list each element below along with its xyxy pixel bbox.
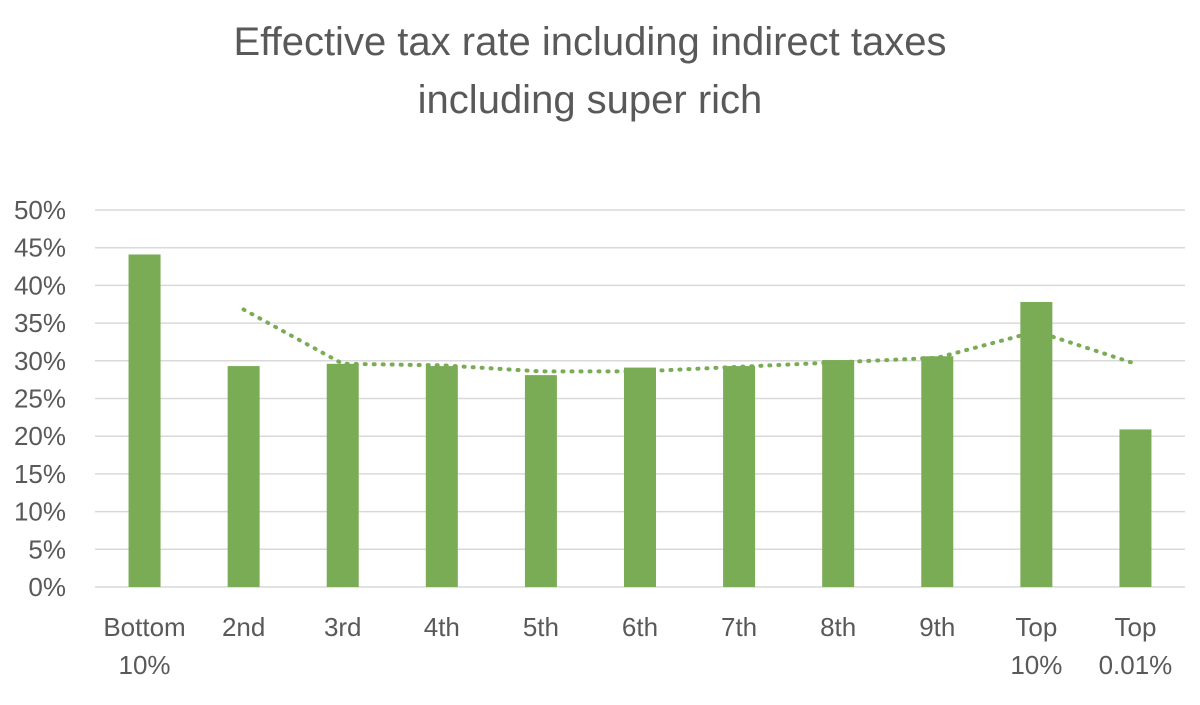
x-tick-label: 4th: [424, 612, 460, 642]
trendline: [241, 307, 1138, 374]
y-tick-label: 25%: [14, 384, 66, 414]
y-axis-tick-labels: 0% 5% 10% 15% 20% 25% 30% 35% 40% 45% 50%: [14, 195, 66, 602]
x-tick-label: 8th: [820, 612, 856, 642]
x-tick-label: 10%: [119, 650, 171, 680]
bar: [524, 375, 557, 587]
y-tick-label: 30%: [14, 346, 66, 376]
bar: [822, 360, 855, 587]
y-tick-label: 40%: [14, 270, 66, 300]
y-tick-label: 45%: [14, 233, 66, 263]
bar: [128, 254, 161, 587]
bar: [1020, 301, 1053, 587]
x-tick-label: 0.01%: [1099, 650, 1173, 680]
x-tick-label: 3rd: [324, 612, 362, 642]
y-tick-label: 10%: [14, 497, 66, 527]
bar: [624, 367, 656, 587]
bar: [227, 366, 260, 587]
x-tick-label: 7th: [721, 612, 757, 642]
bar: [326, 363, 359, 587]
y-tick-label: 50%: [14, 195, 66, 225]
x-tick-label: Top: [1015, 612, 1057, 642]
y-tick-label: 20%: [14, 421, 66, 451]
y-tick-label: 5%: [28, 534, 66, 564]
bar: [1119, 429, 1152, 587]
bar: [921, 356, 954, 587]
y-tick-label: 15%: [14, 459, 66, 489]
x-tick-label: 2nd: [222, 612, 265, 642]
x-tick-label: 5th: [523, 612, 559, 642]
bar: [425, 366, 458, 587]
y-tick-label: 0%: [28, 572, 66, 602]
y-tick-label: 35%: [14, 308, 66, 338]
x-tick-label: 9th: [919, 612, 955, 642]
x-tick-label: Bottom: [103, 612, 185, 642]
x-tick-label: Top: [1114, 612, 1156, 642]
chart-title-line-1: Effective tax rate including indirect ta…: [233, 20, 947, 64]
chart-title-line-2: including super rich: [417, 78, 763, 122]
trendline-group: [241, 307, 1138, 374]
x-tick-label: 10%: [1010, 650, 1062, 680]
bars: [128, 254, 1152, 587]
bar: [723, 366, 756, 587]
x-axis-tick-labels: Bottom 10% 2nd 3rd 4th 5th 6th 7th 8th 9th Top 10% T…: [103, 612, 1172, 680]
x-tick-label: 6th: [622, 612, 658, 642]
